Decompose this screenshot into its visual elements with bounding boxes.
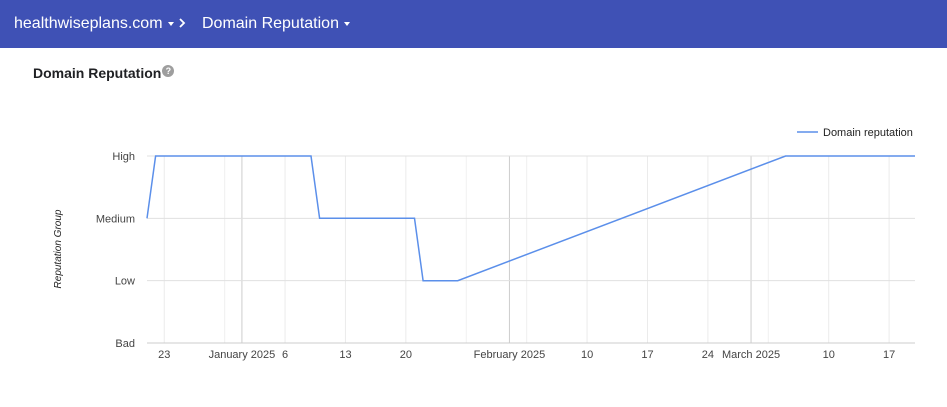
x-tick-label: February 2025 <box>474 349 546 361</box>
chevron-down-icon <box>167 22 174 26</box>
top-app-bar: healthwiseplans.com Domain Reputation <box>0 0 947 48</box>
help-icon[interactable]: ? <box>162 65 175 77</box>
panel-title: Domain Reputation ? <box>33 65 175 81</box>
site-selector[interactable]: healthwiseplans.com <box>14 14 174 34</box>
report-selector[interactable]: Domain Reputation <box>202 14 350 34</box>
x-tick-label: 10 <box>823 349 835 361</box>
x-tick-label: January 2025 <box>209 349 276 361</box>
x-tick-label: 10 <box>581 349 593 361</box>
y-tick-label: High <box>112 151 135 163</box>
chevron-down-icon <box>343 22 350 26</box>
y-axis-title: Reputation Group <box>53 209 64 288</box>
x-tick-label: 20 <box>400 349 412 361</box>
series-line <box>146 155 915 282</box>
x-tick-label: 17 <box>641 349 653 361</box>
legend-label: Domain reputation <box>823 127 913 139</box>
y-tick-label: Low <box>115 276 135 288</box>
report-name: Domain Reputation <box>202 15 339 32</box>
x-tick-label: 23 <box>158 349 170 361</box>
site-name: healthwiseplans.com <box>14 15 163 32</box>
x-tick-label: March 2025 <box>722 349 780 361</box>
y-tick-label: Bad <box>115 338 135 350</box>
y-tick-label: Medium <box>96 213 135 225</box>
panel-title-text: Domain Reputation <box>33 65 162 81</box>
x-tick-label: 13 <box>339 349 351 361</box>
chevron-right-icon <box>176 13 190 33</box>
x-tick-label: 6 <box>282 349 288 361</box>
x-tick-label: 24 <box>702 349 714 361</box>
x-tick-label: 17 <box>883 349 895 361</box>
